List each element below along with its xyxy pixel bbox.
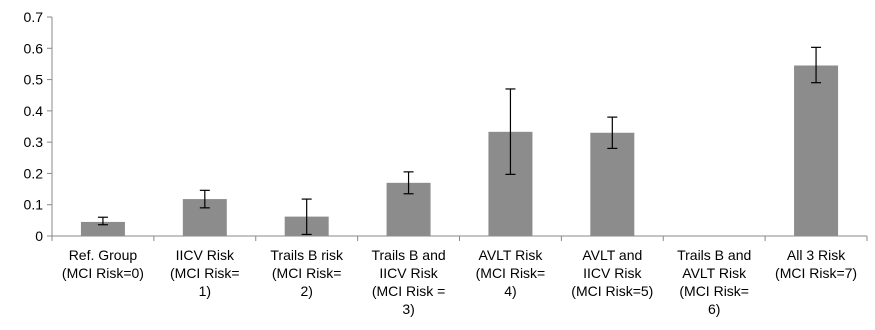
x-tick-label-line: 3) (402, 301, 414, 317)
x-tick-label-line: 4) (504, 283, 516, 299)
x-tick-label: AVLT and IICV Risk (MCI Risk=5) (571, 247, 653, 299)
x-tick-label-line: AVLT and (582, 247, 642, 263)
y-tick-label: 0 (35, 228, 43, 244)
x-tick-label: IICV Risk (MCI Risk= 1) (170, 247, 240, 299)
x-tick-label-line: (MCI Risk = (372, 283, 446, 299)
x-tick-label-line: (MCI Risk= (170, 265, 240, 281)
x-axis (51, 235, 868, 241)
x-tick-label-line: 1) (199, 283, 211, 299)
x-tick-label: AVLT Risk (MCI Risk= 4) (476, 247, 546, 299)
error-bars (97, 46, 822, 236)
x-tick-label-line: 6) (708, 301, 720, 317)
x-tick-label-line: (MCI Risk=0) (62, 265, 144, 281)
x-tick-label: Trails B and IICV Risk (MCI Risk = 3) (371, 247, 445, 317)
y-tick-label: 0.3 (24, 134, 44, 150)
y-axis: 0 0.1 0.2 0.3 0.4 0.5 0.6 0.7 (24, 9, 53, 244)
x-tick-labels: Ref. Group (MCI Risk=0) IICV Risk (MCI Risk… (62, 247, 857, 317)
x-tick-label-line: (MCI Risk= (476, 265, 546, 281)
y-tick-label: 0.1 (24, 197, 44, 213)
x-tick-label-line: (MCI Risk=7) (775, 265, 857, 281)
y-tick-label: 0.2 (24, 165, 44, 181)
y-tick-label: 0.5 (24, 72, 44, 88)
bar (80, 221, 125, 236)
x-tick-label-line: (MCI Risk= (272, 265, 342, 281)
bar (794, 65, 839, 236)
x-tick-label-line: Ref. Group (69, 247, 138, 263)
y-tick-label: 0.6 (24, 40, 44, 56)
x-tick-label-line: Trails B and (371, 247, 445, 263)
x-tick-label: Ref. Group (MCI Risk=0) (62, 247, 144, 281)
y-tick-label: 0.7 (24, 9, 44, 25)
x-tick-label-line: AVLT Risk (479, 247, 544, 263)
x-tick-label-line: 2) (300, 283, 312, 299)
x-tick-label: Trails B risk (MCI Risk= 2) (270, 247, 344, 299)
x-tick-label-line: All 3 Risk (787, 247, 846, 263)
x-tick-label-line: Trails B risk (270, 247, 344, 263)
x-tick-label: All 3 Risk (MCI Risk=7) (775, 247, 857, 281)
bar (590, 132, 635, 236)
x-tick-label-line: IICV Risk (176, 247, 235, 263)
x-tick-label: Trails B and AVLT Risk (MCI Risk= 6) (677, 247, 751, 317)
y-tick-label: 0.4 (24, 103, 44, 119)
x-tick-label-line: Trails B and (677, 247, 751, 263)
x-tick-label-line: IICV Risk (583, 265, 642, 281)
x-tick-label-line: (MCI Risk= (679, 283, 749, 299)
bars (80, 65, 839, 236)
x-tick-label-line: AVLT Risk (682, 265, 747, 281)
x-tick-label-line: (MCI Risk=5) (571, 283, 653, 299)
x-tick-label-line: IICV Risk (379, 265, 438, 281)
